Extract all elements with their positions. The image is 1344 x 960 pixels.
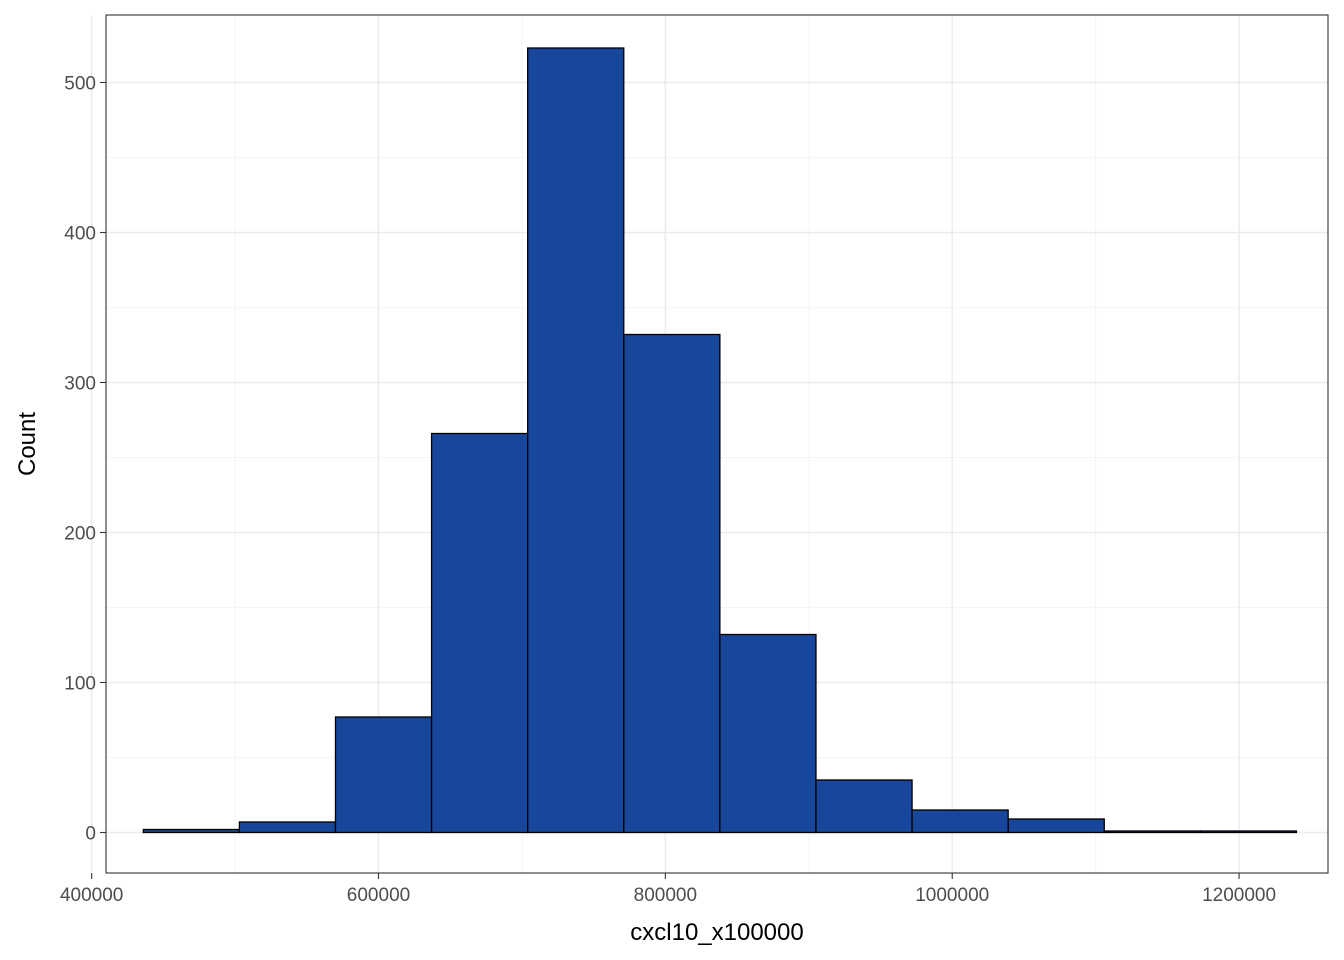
histogram-bar [623, 333, 721, 834]
histogram-bar [238, 821, 337, 834]
histogram-bar [142, 828, 241, 834]
x-tick-label: 400000 [60, 885, 123, 906]
y-axis-title: Count [14, 412, 41, 476]
histogram-bars [142, 47, 1298, 834]
y-tick-label: 300 [64, 374, 96, 395]
y-tick-label: 500 [64, 74, 96, 95]
x-tick-label: 800000 [634, 885, 697, 906]
y-tick-label: 400 [64, 224, 96, 245]
y-tick-label: 200 [64, 524, 96, 545]
x-axis-ticks: 400000 600000 800000 1000000 1200000 [60, 873, 1276, 906]
x-tick-label: 600000 [347, 885, 410, 906]
histogram-bar [815, 779, 913, 834]
histogram-bar [1007, 818, 1105, 834]
x-tick-label: 1000000 [915, 885, 989, 906]
panel-border [105, 14, 1329, 874]
y-axis-ticks: 0 100 200 300 400 500 [64, 74, 106, 845]
y-tick-label: 0 [85, 824, 96, 845]
histogram-bar [430, 432, 529, 834]
x-tick-label: 1200000 [1202, 885, 1276, 906]
histogram-bar [1199, 830, 1298, 834]
histogram-bar [527, 47, 625, 834]
y-tick-label: 100 [64, 674, 96, 695]
histogram-bar [719, 633, 817, 834]
histogram-bar [1103, 830, 1201, 834]
histogram-bar [334, 716, 433, 834]
x-axis-title: cxcl10_x100000 [630, 919, 803, 946]
histogram-bar [911, 809, 1009, 834]
